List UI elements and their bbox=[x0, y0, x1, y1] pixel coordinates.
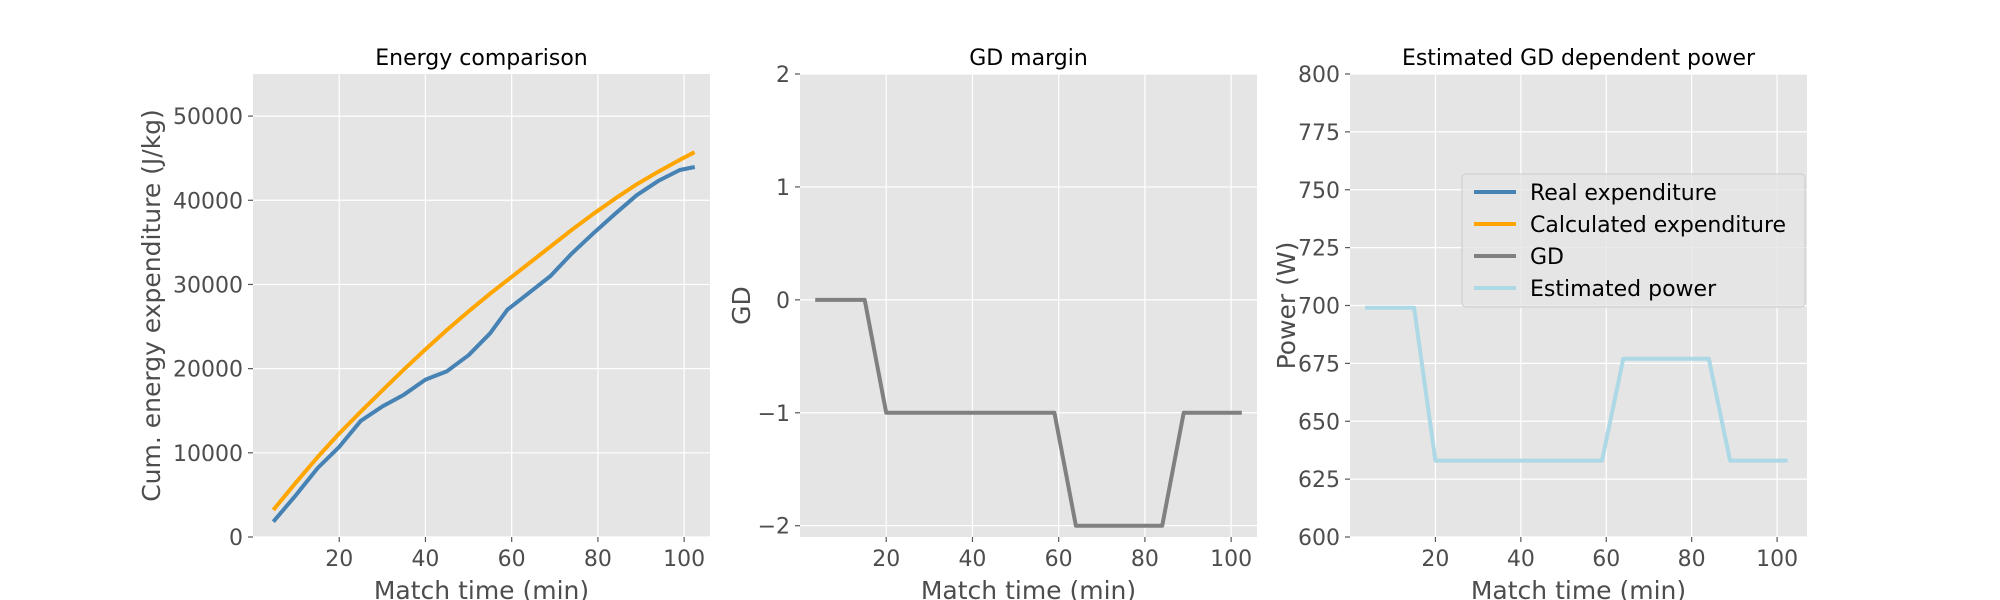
x-tick-label: 80 bbox=[1678, 547, 1706, 572]
x-tick-label: 80 bbox=[584, 547, 612, 572]
x-axis-label: Match time (min) bbox=[1471, 576, 1686, 600]
chart-panel-2: 20 40 60 80 100 −2 −1 0 1 2 GD margin Match time (m… bbox=[727, 46, 1257, 600]
legend-label: Estimated power bbox=[1530, 277, 1717, 302]
y-tick-label: 0 bbox=[776, 289, 790, 314]
y-tick-label: 1 bbox=[776, 176, 790, 201]
plot-area-2 bbox=[800, 74, 1257, 537]
y-tick-label: 10000 bbox=[173, 442, 243, 467]
y-axis-label: Power (W) bbox=[1272, 242, 1301, 370]
x-tick-label: 40 bbox=[411, 547, 439, 572]
x-tick-label: 40 bbox=[958, 547, 986, 572]
legend-label: GD bbox=[1530, 245, 1564, 270]
x-axis-label: Match time (min) bbox=[374, 576, 589, 600]
series-line-gd bbox=[815, 297, 1242, 528]
y-tick-label: −1 bbox=[758, 402, 790, 427]
plot-area-1 bbox=[253, 74, 710, 537]
y-tick-label: 40000 bbox=[173, 189, 243, 214]
legend-label: Calculated expenditure bbox=[1530, 213, 1786, 238]
y-tick-label: 0 bbox=[229, 526, 243, 551]
y-tick-label: 700 bbox=[1298, 295, 1340, 320]
y-tick-label: 20000 bbox=[173, 358, 243, 383]
y-tick-label: 650 bbox=[1298, 410, 1340, 435]
x-axis-label: Match time (min) bbox=[921, 576, 1136, 600]
chart-panel-3: 20 40 60 80 100 600 625 650 675 700 725 750 775 800 Es… bbox=[1272, 46, 1807, 600]
x-tick-label: 60 bbox=[1592, 547, 1620, 572]
x-tick-label: 20 bbox=[1421, 547, 1449, 572]
x-tick-label: 100 bbox=[1210, 547, 1252, 572]
y-tick-label: −2 bbox=[758, 515, 790, 540]
chart-title: Estimated GD dependent power bbox=[1402, 46, 1756, 71]
y-tick-label: 800 bbox=[1298, 63, 1340, 88]
x-tick-label: 100 bbox=[1756, 547, 1798, 572]
series-line-calculated-expenditure bbox=[271, 150, 696, 512]
chart-title: GD margin bbox=[969, 46, 1088, 71]
y-tick-label: 2 bbox=[776, 63, 790, 88]
chart-panel-1: 20 40 60 80 100 0 10000 20000 30000 40000 50000 Ene… bbox=[137, 46, 710, 600]
x-tick-label: 60 bbox=[498, 547, 526, 572]
legend-label: Real expenditure bbox=[1530, 181, 1717, 206]
series-line-real-expenditure bbox=[271, 165, 696, 524]
y-tick-label: 675 bbox=[1298, 352, 1340, 377]
y-tick-label: 750 bbox=[1298, 179, 1340, 204]
chart-title: Energy comparison bbox=[375, 46, 587, 71]
y-tick-label: 625 bbox=[1298, 468, 1340, 493]
series-line-estimated-power bbox=[1365, 305, 1788, 463]
y-tick-label: 600 bbox=[1298, 526, 1340, 551]
y-axis-label: GD bbox=[727, 286, 756, 325]
y-tick-label: 725 bbox=[1298, 237, 1340, 262]
y-tick-label: 775 bbox=[1298, 121, 1340, 146]
y-tick-label: 30000 bbox=[173, 273, 243, 298]
x-tick-label: 80 bbox=[1131, 547, 1159, 572]
x-tick-label: 60 bbox=[1045, 547, 1073, 572]
legend-box bbox=[1461, 173, 1806, 308]
x-tick-label: 20 bbox=[325, 547, 353, 572]
y-tick-label: 50000 bbox=[173, 105, 243, 130]
x-tick-label: 20 bbox=[872, 547, 900, 572]
legend: Real expenditure Calculated expenditure GD… bbox=[1461, 173, 1806, 308]
y-axis-label: Cum. energy expenditure (J/kg) bbox=[137, 109, 166, 502]
x-tick-label: 40 bbox=[1507, 547, 1535, 572]
x-tick-label: 100 bbox=[663, 547, 705, 572]
